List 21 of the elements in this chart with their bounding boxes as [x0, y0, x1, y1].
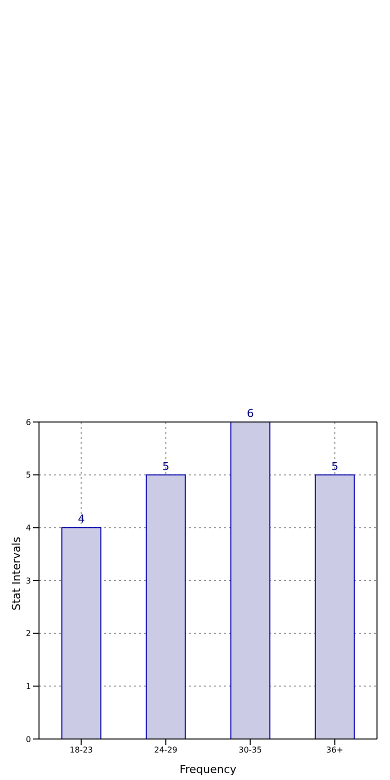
x-tick-label: 18-23 — [70, 746, 93, 755]
y-tick-label: 2 — [26, 629, 31, 638]
x-tick-label: 36+ — [326, 746, 344, 755]
y-tick-label: 6 — [26, 418, 31, 427]
y-tick-label: 0 — [26, 734, 31, 744]
bar — [146, 474, 186, 739]
x-tick-label: 30-35 — [238, 746, 262, 755]
data-label: 6 — [246, 407, 254, 420]
bar — [314, 474, 355, 739]
y-tick-label: 4 — [26, 524, 31, 533]
data-label: 5 — [331, 460, 338, 473]
y-tick-label: 3 — [26, 576, 31, 586]
bar — [61, 527, 102, 739]
data-label: 5 — [162, 460, 170, 473]
x-axis-title: Frequency — [180, 763, 237, 776]
bar — [230, 422, 270, 739]
y-tick-label: 1 — [26, 682, 31, 692]
y-axis-title: Stat Intervals — [10, 536, 23, 610]
y-tick-label: 5 — [26, 470, 31, 480]
data-label: 4 — [78, 512, 85, 526]
x-tick-label: 24-29 — [154, 746, 178, 755]
